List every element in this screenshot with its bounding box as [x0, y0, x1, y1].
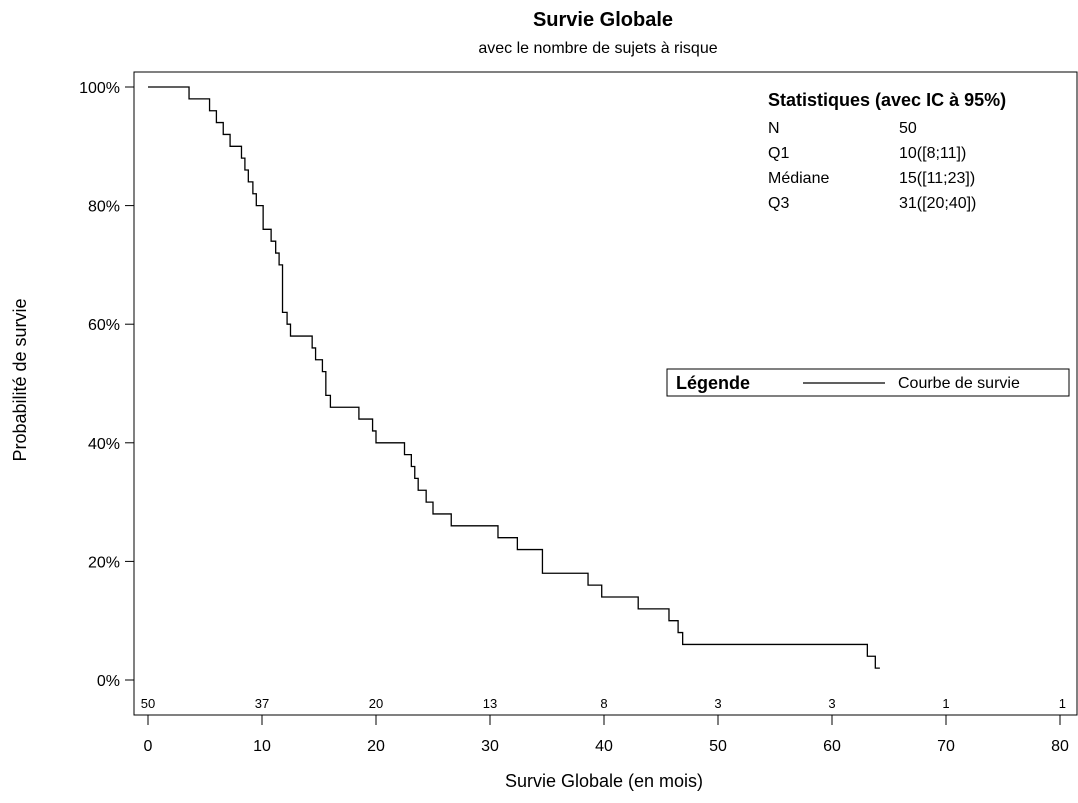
- stat-label-q3: Q3: [768, 195, 789, 212]
- x-tick-label: 10: [253, 738, 271, 755]
- stat-label-n: N: [768, 120, 780, 137]
- legend-entry-label: Courbe de survie: [898, 375, 1020, 392]
- stat-value-q1: 10([8;11]): [899, 145, 966, 162]
- at-risk-count: 8: [600, 696, 607, 711]
- y-tick-label: 40%: [88, 436, 120, 453]
- stat-label-q1: Q1: [768, 145, 789, 162]
- at-risk-count: 1: [1059, 696, 1066, 711]
- y-tick-label: 60%: [88, 317, 120, 334]
- x-axis: 0 10 20 30 40 50 60 70 80: [144, 715, 1069, 755]
- legend: Légende Courbe de survie: [666, 368, 1070, 397]
- at-risk-row: 50 37 20 13 8 3 3 1 1: [141, 696, 1066, 711]
- y-axis-label: Probabilité de survie: [10, 298, 30, 461]
- x-tick-label: 20: [367, 738, 385, 755]
- stat-value-q3: 31([20;40]): [899, 195, 976, 212]
- legend-title: Légende: [676, 373, 750, 393]
- y-tick-label: 100%: [79, 80, 120, 97]
- at-risk-count: 50: [141, 696, 155, 711]
- at-risk-count: 1: [942, 696, 949, 711]
- at-risk-count: 3: [828, 696, 835, 711]
- x-tick-label: 30: [481, 738, 499, 755]
- chart-subtitle: avec le nombre de sujets à risque: [478, 40, 717, 57]
- y-tick-label: 80%: [88, 199, 120, 216]
- at-risk-count: 13: [483, 696, 497, 711]
- x-tick-label: 70: [937, 738, 955, 755]
- x-tick-label: 60: [823, 738, 841, 755]
- stat-value-n: 50: [899, 120, 917, 137]
- stat-value-median: 15([11;23]): [899, 170, 975, 187]
- plot-frame: [133, 71, 1078, 716]
- x-tick-label: 50: [709, 738, 727, 755]
- x-tick-label: 80: [1051, 738, 1069, 755]
- statistics-box: Statistiques (avec IC à 95%) N 50 Q1 10(…: [768, 90, 1006, 212]
- chart-title: Survie Globale: [533, 9, 673, 31]
- legend-box: [666, 368, 1070, 397]
- x-tick-label: 0: [144, 738, 153, 755]
- survival-curve-line: [148, 86, 880, 669]
- y-axis: 0% 20% 40% 60% 80% 100%: [79, 80, 134, 690]
- at-risk-count: 3: [714, 696, 721, 711]
- stat-label-median: Médiane: [768, 170, 829, 187]
- at-risk-count: 20: [369, 696, 383, 711]
- x-axis-label: Survie Globale (en mois): [505, 771, 703, 791]
- series-layer: [148, 86, 880, 669]
- x-tick-label: 40: [595, 738, 613, 755]
- y-tick-label: 0%: [97, 673, 120, 690]
- statistics-heading: Statistiques (avec IC à 95%): [768, 90, 1006, 110]
- y-tick-label: 20%: [88, 554, 120, 571]
- at-risk-count: 37: [255, 696, 269, 711]
